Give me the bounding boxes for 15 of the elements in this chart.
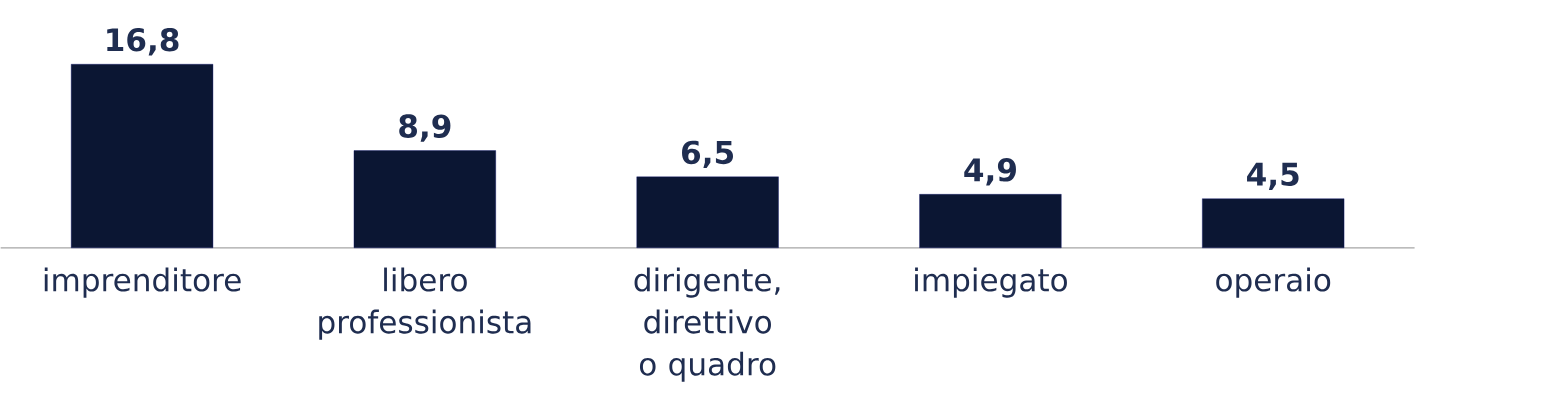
bar bbox=[71, 64, 214, 249]
x-tick-label: dirigente, direttivo o quadro bbox=[634, 267, 780, 382]
data-label: 16,8 bbox=[107, 28, 179, 56]
x-tick-label: impiegato bbox=[915, 267, 1067, 298]
bar bbox=[636, 176, 779, 249]
data-label: 8,9 bbox=[399, 114, 451, 142]
x-tick-label: operaio bbox=[1216, 267, 1331, 298]
data-label: 4,9 bbox=[964, 158, 1016, 186]
x-tick-label: libero professionista bbox=[319, 267, 531, 340]
bar bbox=[919, 194, 1062, 249]
bar bbox=[353, 150, 496, 249]
data-label: 4,5 bbox=[1247, 162, 1299, 190]
x-tick-label: imprenditore bbox=[44, 267, 241, 298]
data-label: 6,5 bbox=[682, 140, 734, 169]
bar bbox=[1202, 198, 1345, 249]
